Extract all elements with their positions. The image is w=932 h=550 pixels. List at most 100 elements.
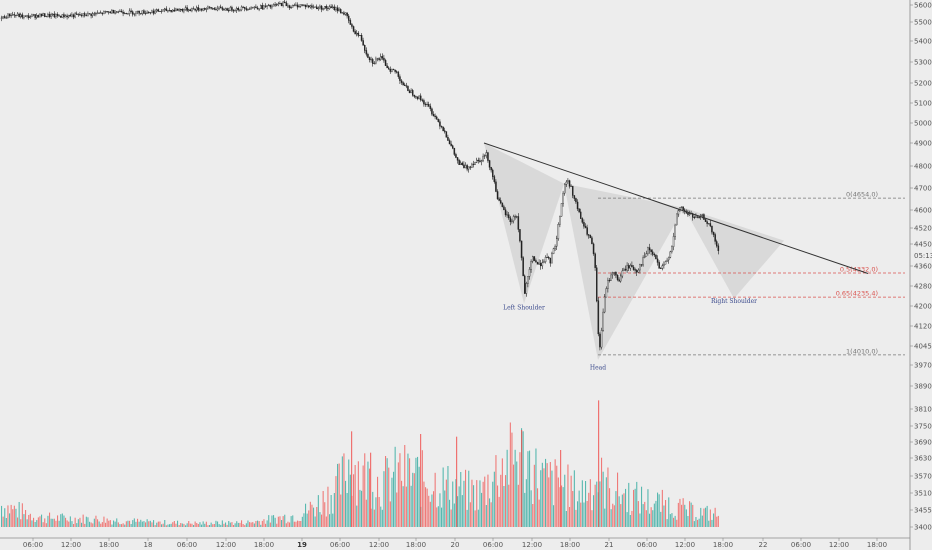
candle-body <box>5 17 8 19</box>
volume-bar <box>221 520 223 527</box>
candle-body <box>626 265 628 271</box>
volume-bar <box>255 521 257 527</box>
time-axis[interactable]: 06:00 12:00 18:00 18 06:00 12:00 18:00 19 06:00 1… <box>0 537 910 549</box>
volume-bar <box>109 520 111 527</box>
time-tick-label: 18 <box>144 541 153 549</box>
volume-bar <box>421 450 423 527</box>
candle-body <box>431 108 433 115</box>
candle-body <box>29 16 32 18</box>
volume-bar <box>108 520 110 527</box>
candle-body <box>535 260 537 263</box>
neckline[interactable] <box>483 142 869 274</box>
volume-bar <box>305 503 307 527</box>
candle-body <box>317 7 320 10</box>
candle-body <box>349 20 352 25</box>
volume-bar <box>308 510 310 527</box>
candle-body <box>602 311 604 331</box>
fib-label: 0.5(4332.0) <box>840 266 878 274</box>
volume-bar <box>569 507 571 527</box>
candle-body <box>410 90 412 93</box>
volume-bar <box>620 504 622 527</box>
volume-bar <box>402 486 404 527</box>
candle-body <box>669 251 672 258</box>
volume-bar <box>397 462 399 527</box>
volume-bar <box>189 523 191 527</box>
volume-bar <box>495 455 497 527</box>
candle-body <box>631 265 633 268</box>
volume-bar <box>641 486 643 527</box>
candle-body <box>139 13 142 15</box>
volume-bar <box>391 477 393 527</box>
candle-body <box>71 14 73 17</box>
volume-bar <box>548 477 550 527</box>
candle-body <box>498 198 500 201</box>
candle-body <box>660 268 662 270</box>
candle-body <box>704 219 707 222</box>
price-tick-label: 3810.0 <box>914 406 932 414</box>
volume-bar <box>693 521 695 527</box>
volume-bar <box>621 494 623 527</box>
candle-body <box>423 100 425 105</box>
candle-body <box>634 269 636 271</box>
volume-bar <box>130 524 132 527</box>
volume-bar <box>508 484 510 527</box>
volume-bar <box>165 525 167 527</box>
candle-body <box>229 7 232 11</box>
volume-bar <box>167 524 169 527</box>
volume-bar <box>506 449 508 527</box>
volume-bar <box>63 515 65 527</box>
candle-body <box>247 8 249 10</box>
volume-bar <box>687 516 689 527</box>
volume-bar <box>412 472 414 527</box>
candle-body <box>136 10 139 13</box>
candle-body <box>176 8 179 11</box>
time-tick-label: 19 <box>297 541 307 549</box>
volume-bar <box>37 517 39 527</box>
volume-bar <box>119 524 121 527</box>
price-axis[interactable]: 5600.0 5500.0 5400.0 5300.0 5200.0 5100.0 5000… <box>909 0 932 550</box>
candle-body <box>404 84 406 86</box>
volume-bar <box>433 491 435 527</box>
volume-bar <box>170 523 172 527</box>
fib-label: 0.65(4235.4) <box>836 290 878 298</box>
volume-bar <box>285 523 287 527</box>
candle-body <box>682 206 684 211</box>
volume-bar <box>560 450 562 527</box>
volume-bar <box>593 495 595 527</box>
candle-body <box>600 330 603 348</box>
candle-body <box>612 272 614 276</box>
volume-bar <box>417 456 419 527</box>
volume-bar <box>253 523 255 527</box>
candle-body <box>80 14 83 16</box>
volume-bar <box>609 488 611 527</box>
candle-body <box>23 15 25 18</box>
candle-body <box>556 238 558 247</box>
candle-body <box>496 191 499 200</box>
volume-bar <box>4 508 6 527</box>
candle-body <box>115 11 118 14</box>
volume-bar <box>466 509 468 527</box>
candle-body <box>604 296 606 313</box>
candle-body <box>671 246 673 252</box>
volume-bar <box>436 507 438 527</box>
candle-body <box>135 11 137 14</box>
candle-body <box>592 243 595 254</box>
volume-bar <box>409 458 411 527</box>
candle-body <box>179 8 182 10</box>
candle-body <box>261 5 264 9</box>
volume-bar <box>341 456 343 527</box>
candle-body <box>120 10 123 13</box>
candle-body <box>464 165 467 169</box>
candle-body <box>680 206 683 208</box>
candle-body <box>351 24 353 27</box>
candle-body <box>314 6 316 8</box>
candle-body <box>448 140 451 145</box>
volume-bar <box>482 481 484 527</box>
volume-bar <box>300 521 302 527</box>
volume-bar <box>492 481 494 527</box>
volume-bar <box>615 491 617 527</box>
time-tick-label: 06:00 <box>23 541 43 549</box>
price-tick-label: 4600.0 <box>914 207 932 215</box>
volume-bar <box>444 490 446 527</box>
